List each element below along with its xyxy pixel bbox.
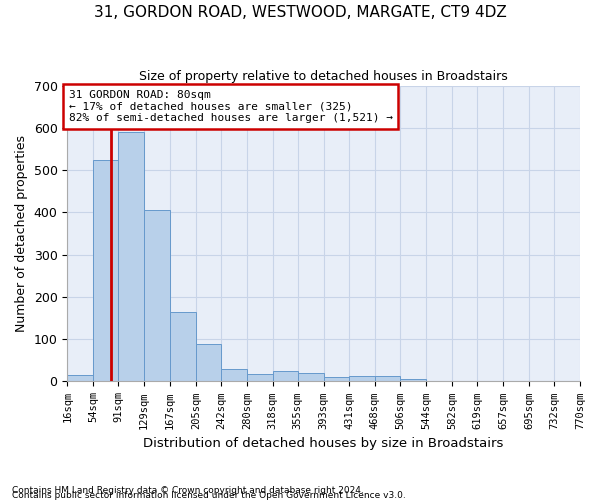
Bar [118, 132, 144, 382]
Text: 31 GORDON ROAD: 80sqm
← 17% of detached houses are smaller (325)
82% of semi-det: 31 GORDON ROAD: 80sqm ← 17% of detached … [68, 90, 392, 123]
Bar [400, 380, 427, 382]
Text: Contains public sector information licensed under the Open Government Licence v3: Contains public sector information licen… [12, 491, 406, 500]
Bar [298, 373, 323, 382]
Bar [221, 369, 247, 382]
X-axis label: Distribution of detached houses by size in Broadstairs: Distribution of detached houses by size … [143, 437, 504, 450]
Bar [93, 160, 118, 382]
Bar [247, 374, 272, 382]
Bar [272, 371, 298, 382]
Text: 31, GORDON ROAD, WESTWOOD, MARGATE, CT9 4DZ: 31, GORDON ROAD, WESTWOOD, MARGATE, CT9 … [94, 5, 506, 20]
Bar [170, 312, 196, 382]
Title: Size of property relative to detached houses in Broadstairs: Size of property relative to detached ho… [139, 70, 508, 83]
Bar [144, 210, 170, 382]
Text: Contains HM Land Registry data © Crown copyright and database right 2024.: Contains HM Land Registry data © Crown c… [12, 486, 364, 495]
Bar [196, 344, 221, 382]
Bar [67, 375, 93, 382]
Bar [349, 376, 374, 382]
Bar [323, 377, 349, 382]
Y-axis label: Number of detached properties: Number of detached properties [15, 135, 28, 332]
Bar [374, 376, 400, 382]
